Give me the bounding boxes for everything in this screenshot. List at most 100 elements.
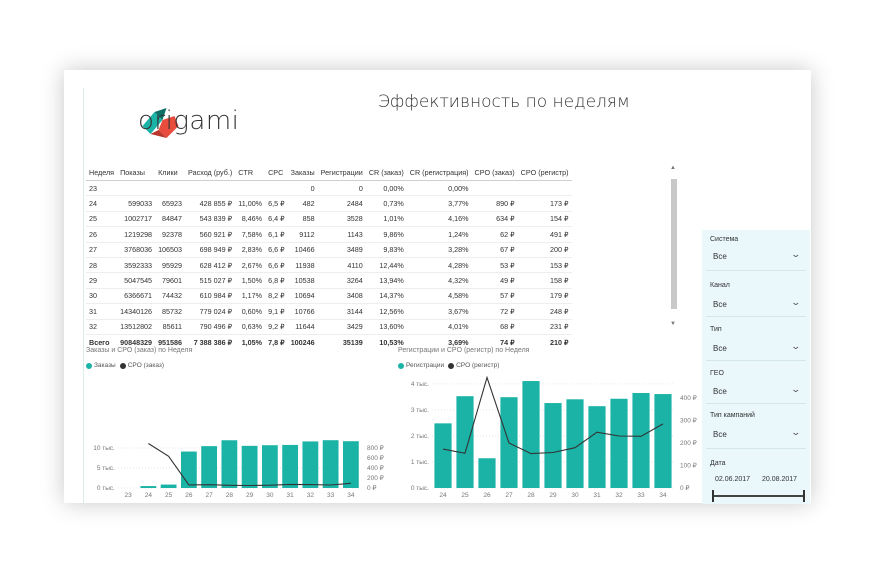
legend-item-orders[interactable]: Заказы	[86, 362, 116, 369]
filter-divider	[706, 403, 806, 404]
total-cell: 74 ₽	[471, 333, 518, 350]
chevron-down-icon[interactable]: ⌄	[790, 297, 802, 307]
bar	[632, 393, 650, 488]
table-cell: 67 ₽	[471, 242, 518, 258]
table-cell: 3768036	[117, 242, 156, 258]
legend-item-registrations[interactable]: Регистрации	[398, 362, 444, 369]
table-cell: 8,2 ₽	[265, 288, 288, 305]
date-to[interactable]: 20.08.2017	[762, 476, 798, 483]
report-card: origami Эффективность по неделям Неделя П…	[64, 70, 811, 503]
table-cell	[117, 180, 156, 197]
table-cell: 6,6 ₽	[265, 257, 288, 274]
filter-dropdown-geo[interactable]: Все	[713, 387, 727, 396]
table-body: 23 0 0 0,00% 0,00% 24 599033 65923 428 855 ₽11,0…	[86, 180, 572, 350]
date-from[interactable]: 02.06.2017	[715, 476, 751, 483]
table-cell: 3144	[317, 303, 366, 320]
x-tick-label: 34	[347, 492, 355, 499]
table-cell: 560 921 ₽	[185, 226, 236, 243]
table-cell: 698 949 ₽	[185, 242, 236, 258]
column-header[interactable]: Неделя	[86, 165, 118, 181]
table-cell	[235, 180, 266, 197]
table-cell: 74432	[155, 288, 186, 305]
x-tick-label: 29	[246, 492, 254, 499]
table-cell: 2,83%	[235, 242, 266, 258]
total-cell: 210 ₽	[517, 333, 572, 350]
table-cell: 628 412 ₽	[185, 257, 236, 274]
filter-dropdown-system[interactable]: Все	[713, 252, 727, 261]
registrations-cpo-chart[interactable]: 0 тыс. 1 тыс. 2 тыс. 3 тыс. 4 тыс. 0 ₽ 100 ₽ 20…	[384, 370, 704, 503]
chevron-down-icon[interactable]: ⌄	[790, 341, 802, 351]
column-header[interactable]: Заказы	[287, 165, 318, 181]
table-cell: 26	[86, 226, 118, 243]
y-right-tick-label: 100 ₽	[680, 462, 698, 470]
y-right-tick-label: 200 ₽	[367, 474, 385, 482]
column-header[interactable]: Показы	[117, 165, 156, 181]
column-header[interactable]: Расход (руб.)	[185, 165, 236, 181]
table-cell: 790 496 ₽	[185, 319, 236, 335]
table-cell: 5047545	[117, 272, 156, 289]
table-row: 32 13512802 85611 790 496 ₽0,63% 9,2 ₽11644 3…	[86, 319, 572, 335]
x-tick-label: 27	[505, 492, 513, 499]
table-cell: 1,50%	[235, 272, 266, 289]
column-header[interactable]: CTR	[235, 165, 266, 181]
table-cell: 72 ₽	[471, 303, 518, 320]
table-cell: 10694	[287, 288, 318, 305]
x-tick-label: 31	[287, 492, 295, 499]
legend-item-cpo-registr[interactable]: CPO (регистр)	[448, 362, 499, 369]
x-tick-label: 26	[483, 492, 491, 499]
bar	[654, 394, 672, 488]
table-cell: 3489	[317, 242, 366, 258]
table-cell	[155, 180, 186, 197]
column-header[interactable]: CPO (заказ)	[471, 165, 518, 181]
x-tick-label: 32	[307, 492, 315, 499]
table-row: 29 5047545 79601 515 027 ₽1,50% 6,8 ₽10538 32…	[86, 272, 572, 289]
scroll-down-icon[interactable]: ▼	[670, 321, 676, 327]
date-slider-end-handle[interactable]	[803, 490, 805, 502]
bar	[302, 441, 319, 488]
table-cell: 3,67%	[406, 303, 472, 320]
table-cell: 23	[86, 180, 118, 197]
chevron-down-icon[interactable]: ⌄	[790, 249, 802, 259]
table-cell: 10466	[287, 242, 318, 258]
table-cell: 0,73%	[365, 195, 407, 212]
column-header[interactable]: CPO (регистр)	[517, 165, 572, 181]
chevron-down-icon[interactable]: ⌄	[790, 427, 802, 437]
column-header[interactable]: CR (заказ)	[365, 165, 407, 181]
column-header[interactable]: Клики	[155, 165, 186, 181]
legend-item-cpo-order[interactable]: CPO (заказ)	[119, 362, 164, 369]
table-header-row: Неделя Показы Клики Расход (руб.) CTR CPC Зака…	[86, 165, 572, 181]
table-cell: 84847	[155, 211, 186, 228]
filter-dropdown-channel[interactable]: Все	[713, 300, 727, 309]
table-cell: 3408	[317, 288, 366, 305]
table-row: 24 599033 65923 428 855 ₽11,00% 6,5 ₽482 2484…	[86, 195, 572, 212]
table-cell: 32	[86, 319, 118, 335]
scroll-up-icon[interactable]: ▲	[670, 165, 676, 171]
filter-dropdown-campaign-type[interactable]: Все	[713, 430, 727, 439]
date-slider-start-handle[interactable]	[712, 490, 714, 502]
orders-cpo-chart[interactable]: 0 тыс. 5 тыс. 10 тыс. 0 ₽ 200 ₽ 400 ₽ 600 ₽ 800…	[64, 370, 385, 503]
table-cell: 6,5 ₽	[265, 195, 288, 212]
table-cell: 62 ₽	[471, 226, 518, 243]
table-cell: 428 855 ₽	[185, 195, 236, 212]
table-cell: 2484	[317, 195, 366, 212]
table-scrollbar[interactable]	[671, 179, 677, 309]
table-row: 25 1002717 84847 543 839 ₽8,46% 6,4 ₽858 3528…	[86, 211, 572, 228]
column-header[interactable]: CPC	[265, 165, 288, 181]
x-tick-label: 26	[185, 492, 193, 499]
column-header[interactable]: Регистрации	[317, 165, 366, 181]
table-cell: 30	[86, 288, 118, 305]
bar	[160, 484, 177, 488]
table-cell: 68 ₽	[471, 319, 518, 335]
bar	[180, 451, 197, 488]
x-tick-label: 30	[571, 492, 579, 499]
date-slider-track[interactable]	[713, 495, 805, 497]
column-header[interactable]: CR (регистрация)	[406, 165, 472, 181]
origami-logo	[142, 108, 179, 138]
filter-dropdown-type[interactable]: Все	[713, 344, 727, 353]
chevron-down-icon[interactable]: ⌄	[790, 384, 802, 394]
table-cell: 24	[86, 195, 118, 212]
y-right-tick-label: 200 ₽	[680, 439, 698, 447]
table-cell: 4110	[317, 257, 366, 274]
table-cell: 14,37%	[365, 288, 407, 305]
table-cell: 8,46%	[235, 211, 266, 228]
